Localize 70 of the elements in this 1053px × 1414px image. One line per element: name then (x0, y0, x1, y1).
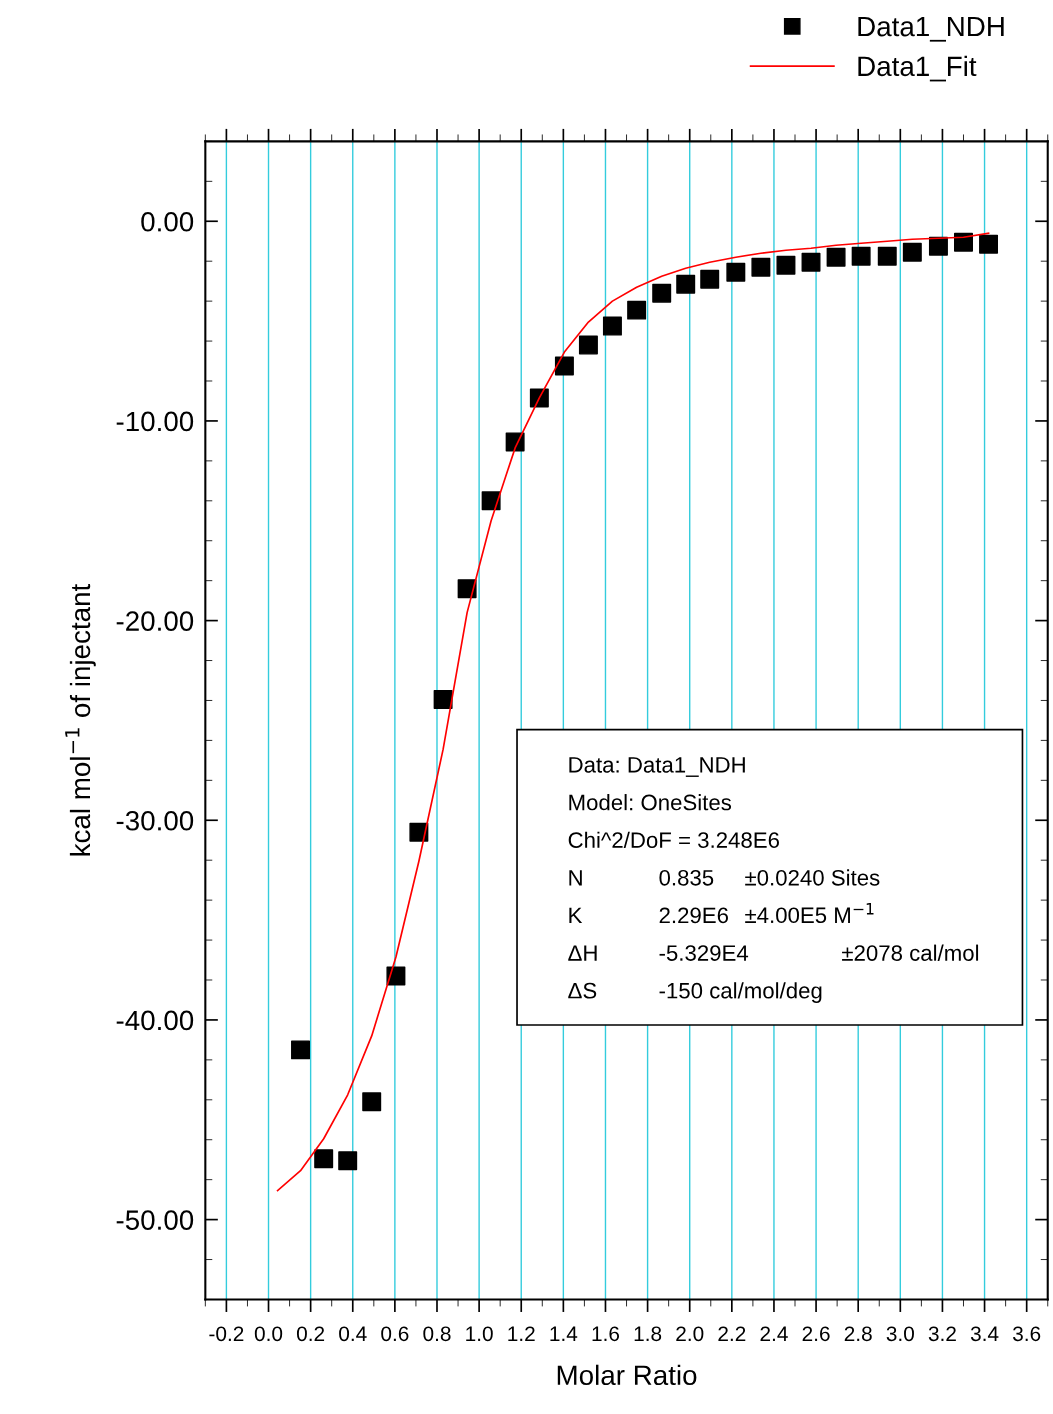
point (877, 246, 897, 266)
annotation: Data: Data1_NDH (569, 757, 745, 777)
annotation: ±4.00E5 M$^{−1}$ (745, 903, 874, 924)
point (314, 1149, 334, 1169)
x-axis-title: Molar Ratio (557, 1364, 697, 1386)
y-tick-label: -40.00 (116, 1010, 194, 1031)
annotation: 2.29E6 (659, 907, 728, 924)
annotation: Model: OneSites (569, 794, 732, 811)
y-tick-label: -10.00 (116, 411, 194, 432)
point (409, 822, 429, 842)
point (700, 269, 720, 289)
annotation: ±2078 cal/mol (842, 944, 979, 961)
x-tick-label: 3.2 (928, 1326, 956, 1342)
x-tick-label: 2.8 (844, 1326, 872, 1342)
x-tick-label: 3.0 (886, 1326, 914, 1342)
point (291, 1040, 311, 1060)
x-tick-label: 3.6 (1012, 1326, 1041, 1342)
point (652, 283, 672, 303)
x-tick-label: 1.6 (592, 1326, 620, 1342)
point (578, 335, 598, 355)
x-tick-label: 1.0 (466, 1326, 493, 1342)
x-tick-label: -0.2 (209, 1326, 244, 1342)
point (554, 356, 574, 376)
point (902, 242, 922, 262)
x-tick-label: 0.4 (339, 1326, 367, 1342)
point (338, 1151, 358, 1171)
point (954, 232, 973, 252)
point (726, 262, 746, 282)
annotation: ΔH (568, 945, 597, 961)
x-tick-label: 0.6 (381, 1326, 409, 1342)
x-tick-label: 2.2 (718, 1326, 746, 1341)
legend-label: Data1_Fit (858, 55, 977, 82)
x-tick-label: 1.8 (634, 1326, 662, 1342)
point (928, 236, 948, 256)
x-tick-label: 2.0 (676, 1326, 704, 1342)
annotation: ±0.0240 Sites (745, 869, 880, 886)
x-tick-label: 1.2 (508, 1326, 535, 1341)
annotation: -5.329E4 (659, 945, 749, 961)
annotation: K (569, 907, 583, 924)
point (751, 257, 771, 277)
x-tick-label: 0.2 (296, 1326, 325, 1342)
point (851, 246, 871, 266)
y-tick-label: 0.00 (141, 211, 194, 232)
y-axis-title: kcal mol$^{−1}$ of injectant (65, 583, 96, 856)
point (676, 274, 696, 294)
x-tick-label: 2.4 (760, 1326, 788, 1341)
legend-label: Data1_NDH (858, 17, 1004, 42)
annotation: N (569, 870, 582, 886)
x-tick-label: 0.0 (254, 1326, 283, 1342)
point (627, 300, 647, 320)
x-tick-label: 1.4 (550, 1326, 578, 1341)
annotation: -150 cal/mol/deg (659, 982, 822, 1003)
point (481, 491, 501, 511)
point (362, 1092, 382, 1112)
point (979, 234, 999, 254)
y-tick-label: -30.00 (116, 810, 194, 831)
annotation: Chi^2/DoF = 3.248E6 (568, 831, 779, 848)
y-tick-label: -20.00 (116, 611, 194, 631)
x-tick-label: 2.6 (802, 1326, 830, 1342)
point (801, 252, 821, 272)
x-tick-label: 0.8 (423, 1326, 451, 1342)
point (776, 255, 796, 275)
point (826, 247, 846, 267)
point (433, 689, 453, 709)
x-tick-label: 3.4 (970, 1326, 999, 1342)
point (457, 579, 477, 599)
annotation: ΔS (568, 982, 597, 999)
point (602, 316, 622, 336)
y-tick-label: -50.00 (116, 1210, 194, 1230)
annotation: 0.835 (659, 869, 714, 886)
